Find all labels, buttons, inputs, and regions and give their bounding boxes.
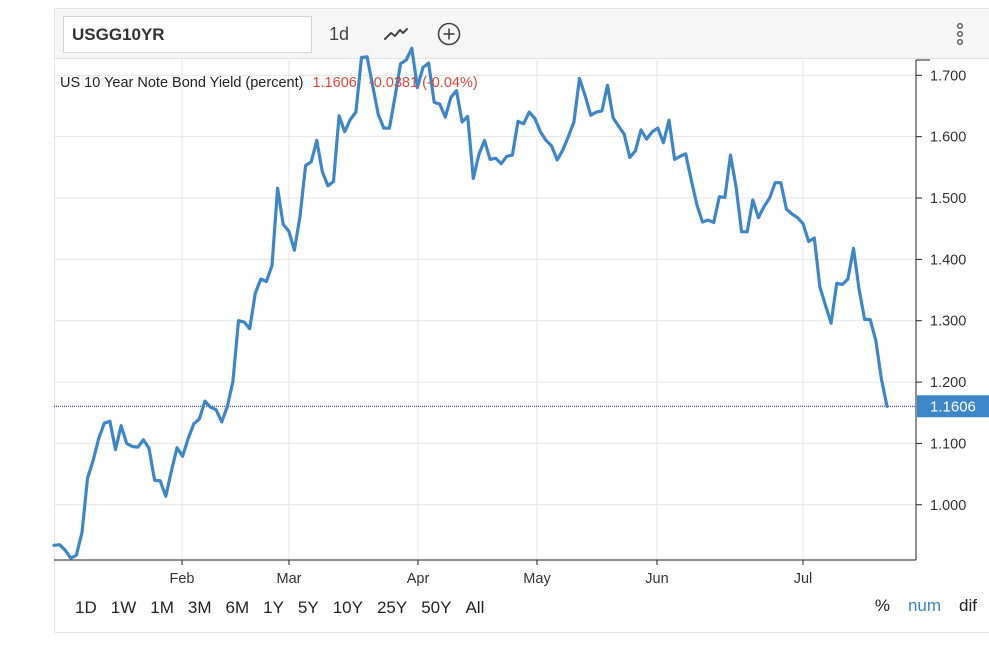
y-tick-label: 1.700 bbox=[930, 68, 966, 84]
last-value-badge-bg bbox=[917, 395, 989, 418]
y-tick-label: 1.600 bbox=[930, 130, 966, 146]
y-tick-label: 1.400 bbox=[930, 252, 966, 268]
y-axis-ticks: 1.000 1.100 1.200 1.300 1.400 1.500 1.600 1.700 bbox=[916, 68, 966, 514]
range-button-5y[interactable]: 5Y bbox=[298, 596, 319, 620]
chart-widget: 1d bbox=[54, 8, 989, 633]
x-tick-label: Jun bbox=[645, 571, 668, 587]
legend-last: 1.1606 bbox=[312, 75, 356, 91]
y-tick-label: 1.300 bbox=[930, 314, 966, 330]
y-tick-label: 1.500 bbox=[930, 191, 966, 207]
x-axis-ticks: Feb Mar Apr May Jun Jul bbox=[170, 560, 813, 587]
kebab-menu-icon[interactable] bbox=[945, 19, 975, 49]
last-value-badge: 1.1606 bbox=[917, 395, 989, 418]
range-button-3m[interactable]: 3M bbox=[188, 596, 212, 620]
symbol-input[interactable] bbox=[63, 16, 312, 53]
mode-selector: % num dif bbox=[875, 596, 977, 616]
range-button-6m[interactable]: 6M bbox=[225, 596, 249, 620]
legend-change: -0.0381 (-0.04%) bbox=[369, 75, 478, 91]
chart-toolbar: 1d bbox=[55, 9, 989, 59]
interval-button[interactable]: 1d bbox=[321, 21, 357, 47]
y-tick-label: 1.100 bbox=[930, 436, 966, 452]
x-tick-label: May bbox=[523, 571, 551, 587]
legend-title: US 10 Year Note Bond Yield (percent) bbox=[60, 75, 303, 91]
range-button-10y[interactable]: 10Y bbox=[333, 596, 363, 620]
mode-button-dif[interactable]: dif bbox=[959, 596, 977, 615]
range-selector: 1D 1W 1M 3M 6M 1Y 5Y 10Y 25Y 50Y All bbox=[75, 596, 484, 620]
range-button-25y[interactable]: 25Y bbox=[377, 596, 407, 620]
mode-button-percent[interactable]: % bbox=[874, 596, 890, 615]
x-tick-label: Apr bbox=[407, 571, 430, 587]
range-button-1y[interactable]: 1Y bbox=[263, 596, 284, 620]
grid-lines bbox=[54, 60, 916, 560]
x-tick-label: Mar bbox=[277, 571, 302, 587]
mode-button-num[interactable]: num bbox=[907, 596, 942, 615]
plus-circle-icon[interactable] bbox=[434, 19, 464, 49]
range-button-1d[interactable]: 1D bbox=[75, 596, 97, 620]
x-tick-label: Jul bbox=[794, 571, 813, 587]
last-value-label: 1.1606 bbox=[930, 398, 976, 415]
legend: US 10 Year Note Bond Yield (percent) 1.1… bbox=[60, 75, 478, 91]
y-tick-label: 1.200 bbox=[930, 375, 966, 391]
range-button-1m[interactable]: 1M bbox=[150, 596, 174, 620]
range-button-50y[interactable]: 50Y bbox=[421, 596, 451, 620]
line-chart-icon[interactable] bbox=[381, 19, 411, 49]
range-button-1w[interactable]: 1W bbox=[111, 596, 137, 620]
y-tick-label: 1.000 bbox=[930, 498, 966, 514]
range-button-all[interactable]: All bbox=[465, 596, 484, 620]
x-tick-label: Feb bbox=[170, 571, 195, 587]
series-line bbox=[52, 46, 889, 560]
